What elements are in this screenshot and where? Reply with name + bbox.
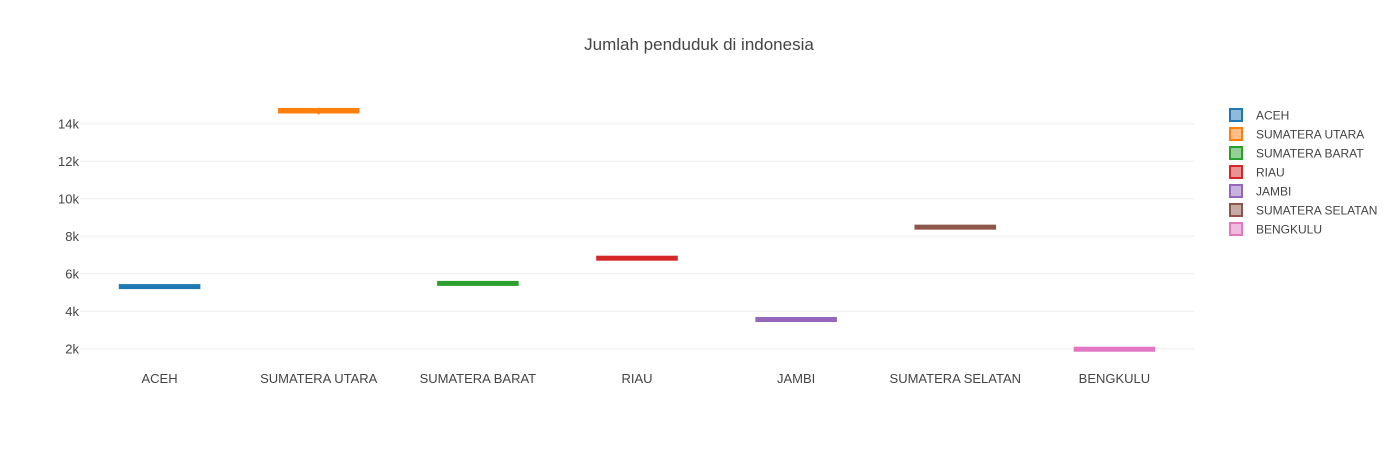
box-series (118, 107, 1156, 352)
legend-item[interactable]: JAMBI (1229, 184, 1291, 199)
box-jambi[interactable] (755, 317, 837, 322)
legend-swatch (1229, 127, 1243, 141)
y-tick-label: 14k (58, 116, 79, 131)
y-tick-label: 2k (65, 341, 79, 356)
x-tick-label: SUMATERA UTARA (260, 371, 378, 386)
legend-item[interactable]: SUMATERA UTARA (1229, 127, 1364, 142)
legend-item[interactable]: RIAU (1229, 165, 1285, 180)
legend-label: JAMBI (1256, 185, 1291, 199)
x-tick-label: BENGKULU (1079, 371, 1151, 386)
x-tick-label: SUMATERA BARAT (420, 371, 537, 386)
y-tick-label: 12k (58, 154, 79, 169)
x-tick-label: JAMBI (777, 371, 815, 386)
legend: ACEH SUMATERA UTARA SUMATERA BARAT RIAU JAMB… (1229, 108, 1377, 237)
y-tick-label: 4k (65, 304, 79, 319)
legend-label: SUMATERA UTARA (1256, 128, 1364, 142)
legend-item[interactable]: SUMATERA BARAT (1229, 146, 1364, 161)
y-tick-label: 8k (65, 229, 79, 244)
legend-label: BENGKULU (1256, 223, 1322, 237)
legend-swatch (1229, 165, 1243, 179)
legend-swatch (1229, 108, 1243, 122)
box-bengkulu[interactable] (1073, 346, 1156, 352)
legend-swatch (1229, 222, 1243, 236)
y-tick-label: 6k (65, 266, 79, 281)
box-sumatera-selatan[interactable] (914, 224, 997, 230)
legend-swatch (1229, 203, 1243, 217)
y-tick-label: 10k (58, 191, 79, 206)
box-sumatera-utara[interactable] (277, 107, 360, 115)
x-tick-label: SUMATERA SELATAN (890, 371, 1021, 386)
box-aceh[interactable] (118, 284, 201, 290)
legend-item[interactable]: SUMATERA SELATAN (1229, 203, 1377, 218)
legend-label: RIAU (1256, 166, 1285, 180)
box-sumatera-barat[interactable] (437, 280, 519, 286)
legend-label: SUMATERA SELATAN (1256, 204, 1377, 218)
legend-item[interactable]: BENGKULU (1229, 222, 1322, 237)
box-riau[interactable] (596, 255, 678, 261)
legend-item[interactable]: ACEH (1229, 108, 1289, 123)
legend-swatch (1229, 184, 1243, 198)
gridlines (80, 123, 1194, 350)
x-axis-tick-labels: ACEH SUMATERA UTARA SUMATERA BARAT RIAU JAMB… (142, 371, 1151, 386)
legend-label: ACEH (1256, 109, 1289, 123)
chart-title: Jumlah penduduk di indonesia (584, 35, 814, 54)
legend-label: SUMATERA BARAT (1256, 147, 1364, 161)
legend-swatch (1229, 146, 1243, 160)
y-axis-tick-labels: 2k 4k 6k 8k 10k 12k 14k (58, 116, 79, 356)
x-tick-label: RIAU (621, 371, 652, 386)
x-tick-label: ACEH (142, 371, 178, 386)
